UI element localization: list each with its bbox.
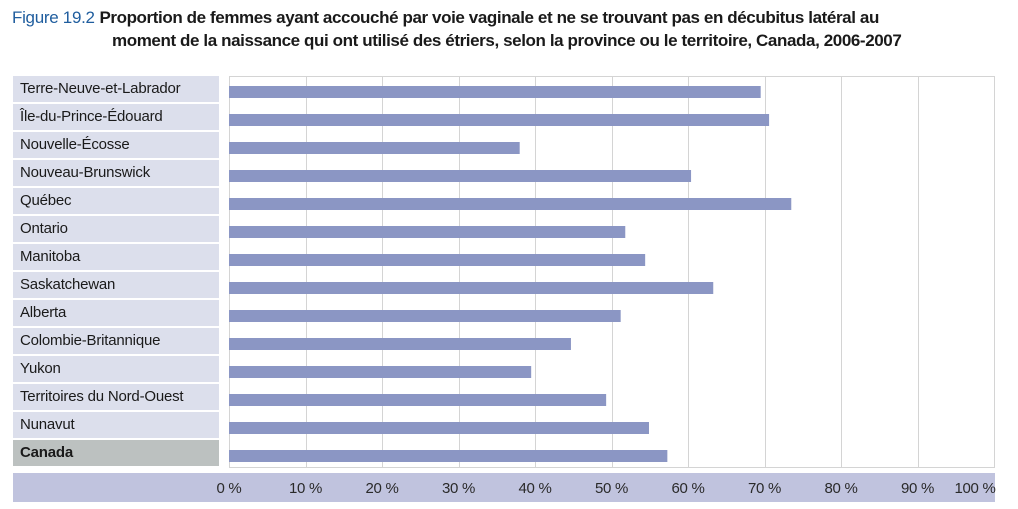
bar bbox=[229, 86, 761, 98]
x-tick-label: 80 % bbox=[824, 480, 858, 497]
x-tick-label: 0 % bbox=[216, 480, 242, 497]
x-tick-label: 20 % bbox=[365, 480, 399, 497]
title-line-2: moment de la naissance qui ont utilisé d… bbox=[112, 31, 902, 50]
x-tick-label: 70 % bbox=[748, 480, 781, 497]
category-label: Alberta bbox=[13, 300, 219, 326]
x-tick-label: 10 % bbox=[289, 480, 322, 497]
bar bbox=[229, 142, 520, 154]
bar bbox=[229, 282, 714, 294]
category-label: Nunavut bbox=[13, 412, 219, 438]
x-axis-band: 0 % 10 % 20 % 30 % 40 % 50 % 60 % 70 % 80 % 90 % 1… bbox=[13, 473, 996, 502]
x-tick-label: 40 % bbox=[518, 480, 552, 497]
bar bbox=[229, 450, 668, 462]
category-label: Ontario bbox=[13, 216, 219, 242]
chart-title: Figure 19.2 Proportion de femmes ayant a… bbox=[12, 6, 1012, 52]
category-label: Canada bbox=[13, 440, 219, 466]
bar bbox=[229, 338, 571, 350]
x-tick-label: 90 % bbox=[901, 480, 934, 497]
bar bbox=[229, 170, 692, 182]
bar bbox=[229, 226, 626, 238]
x-tick-label: 100 % bbox=[954, 480, 996, 497]
bar bbox=[229, 114, 770, 126]
bar bbox=[229, 310, 621, 322]
category-label: Colombie-Britannique bbox=[13, 328, 219, 354]
bar bbox=[229, 198, 792, 210]
category-label: Nouveau-Brunswick bbox=[13, 160, 219, 186]
bar bbox=[229, 422, 649, 434]
category-labels: Terre-Neuve-et-Labrador Île-du-Prince-Édo… bbox=[13, 76, 219, 468]
title-line-1: Proportion de femmes ayant accouché par … bbox=[99, 8, 879, 27]
bar bbox=[229, 394, 607, 406]
x-tick-label: 30 % bbox=[442, 480, 475, 497]
category-label: Territoires du Nord-Ouest bbox=[13, 384, 219, 410]
category-label: Québec bbox=[13, 188, 219, 214]
category-label: Saskatchewan bbox=[13, 272, 219, 298]
category-label: Yukon bbox=[13, 356, 219, 382]
x-tick-label: 50 % bbox=[595, 480, 628, 497]
bar bbox=[229, 254, 646, 266]
category-label: Île-du-Prince-Édouard bbox=[13, 104, 219, 130]
category-label: Manitoba bbox=[13, 244, 219, 270]
x-tick-label: 60 % bbox=[671, 480, 705, 497]
bar-chart-plot bbox=[229, 76, 995, 468]
category-label: Terre-Neuve-et-Labrador bbox=[13, 76, 219, 102]
bar bbox=[229, 366, 532, 378]
category-label: Nouvelle-Écosse bbox=[13, 132, 219, 158]
figure-label: Figure 19.2 bbox=[12, 8, 95, 27]
